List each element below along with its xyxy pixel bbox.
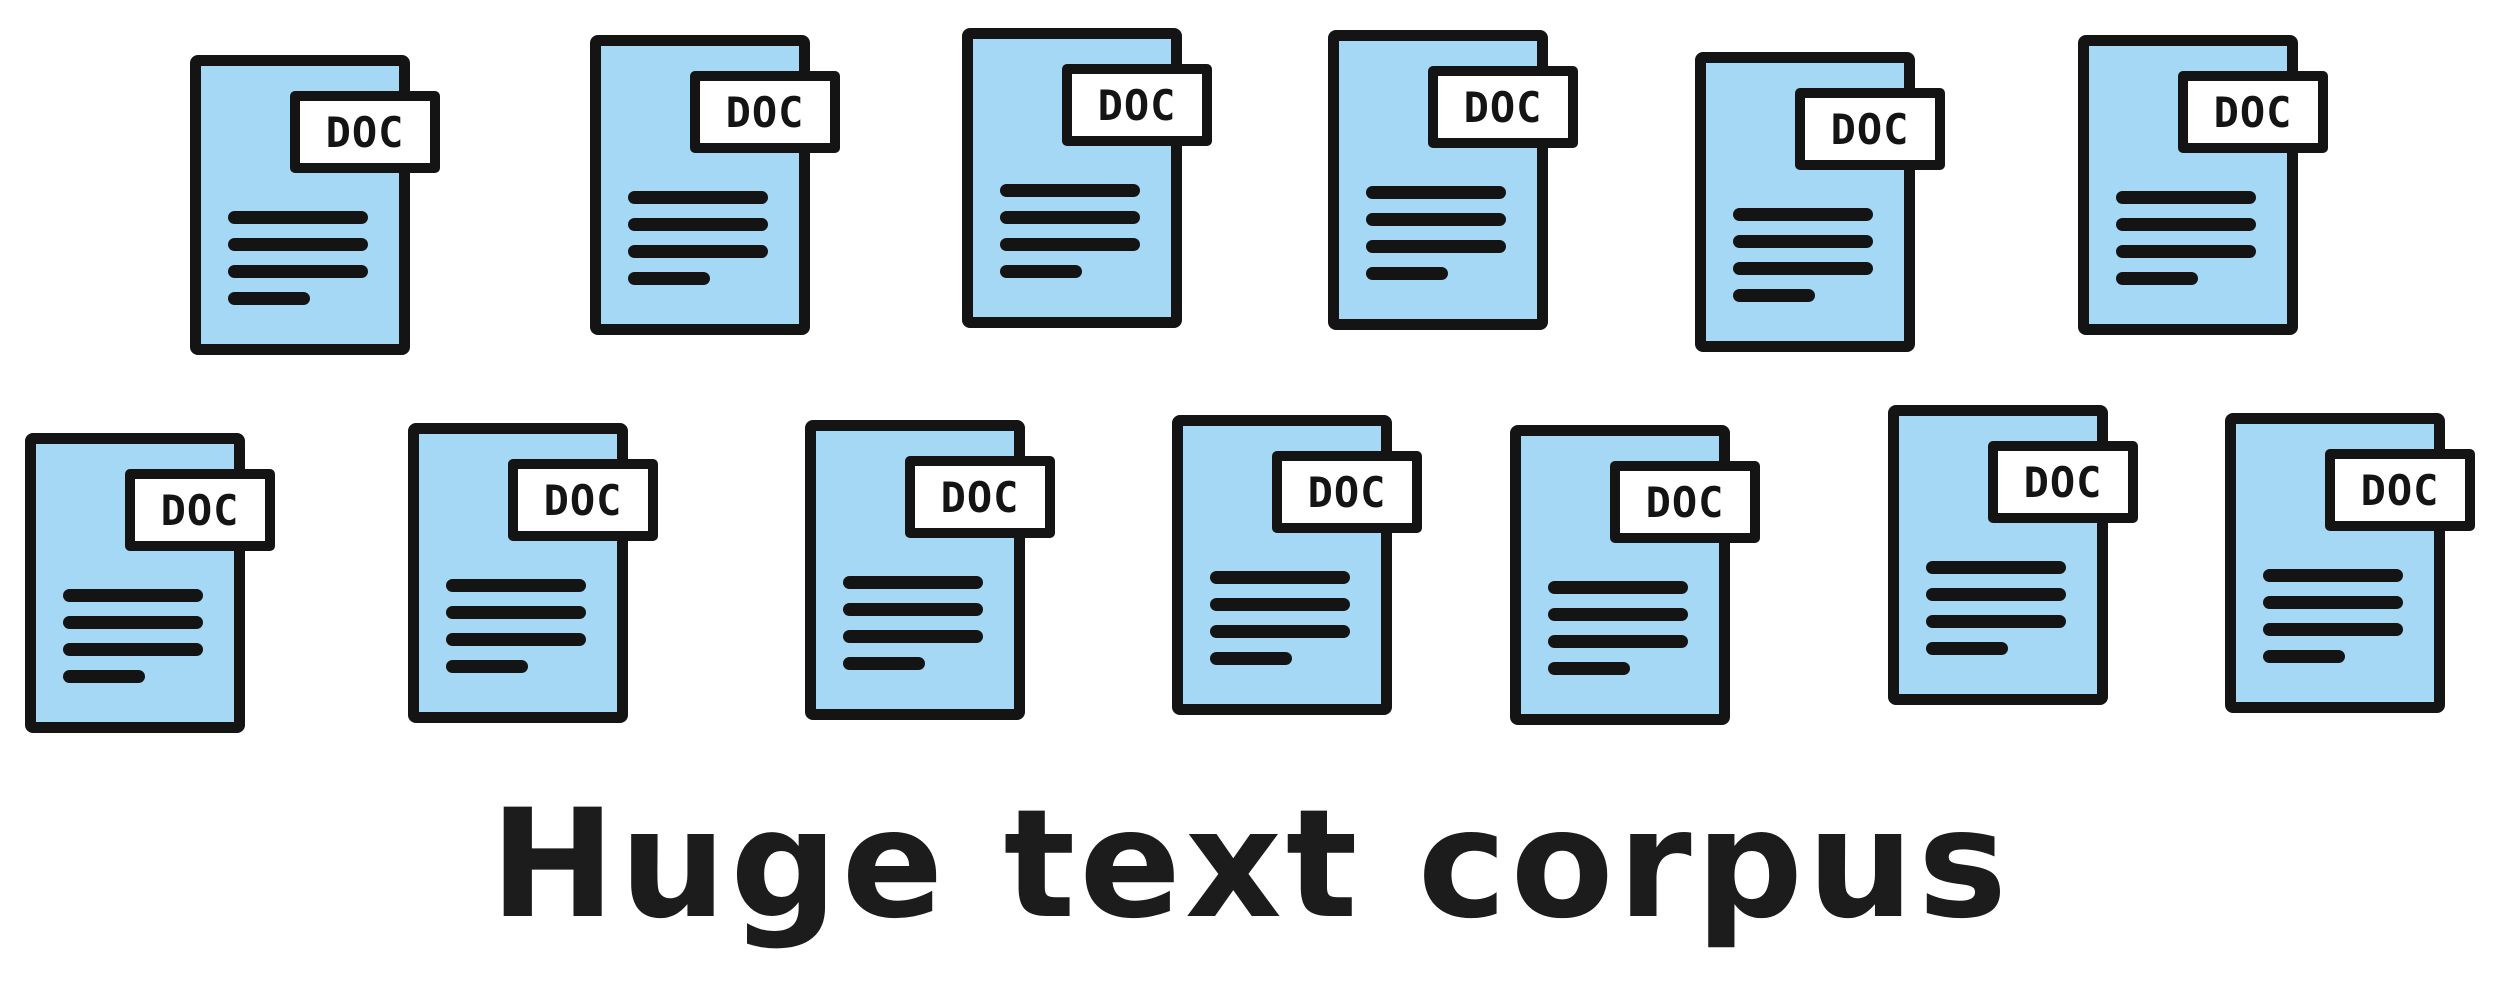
document-icon: DOC [805,420,1055,730]
text-line [1548,662,1630,675]
text-line [1733,235,1873,248]
doc-label: DOC [290,91,440,173]
text-line [228,265,368,278]
text-line [2116,245,2256,258]
text-line [1210,571,1350,584]
text-line [1548,581,1688,594]
doc-label: DOC [1795,88,1945,170]
document-icon: DOC [1328,30,1578,340]
text-line [446,660,528,673]
text-line [628,218,768,231]
text-line [628,245,768,258]
document-icon: DOC [408,423,658,733]
doc-label: DOC [508,459,658,541]
text-line [628,272,710,285]
text-line [228,238,368,251]
text-line [2116,272,2198,285]
text-line [1366,240,1506,253]
text-line [2263,569,2403,582]
document-sheet [1888,405,2108,705]
document-icon: DOC [2225,413,2475,723]
text-line [2263,623,2403,636]
document-icon: DOC [590,35,840,345]
text-line [63,643,203,656]
text-line [1210,598,1350,611]
text-line [446,633,586,646]
text-line [2263,650,2345,663]
text-line [1366,267,1448,280]
text-line [228,211,368,224]
document-icon: DOC [25,433,275,743]
text-line [1366,213,1506,226]
doc-label: DOC [1272,451,1422,533]
text-line [2263,596,2403,609]
doc-label: DOC [1062,64,1212,146]
document-icon: DOC [190,55,440,365]
text-line [1926,561,2066,574]
doc-label: DOC [1610,461,1760,543]
document-icon: DOC [1172,415,1422,725]
document-icon: DOC [1510,425,1760,735]
text-line [843,576,983,589]
document-icon: DOC [962,28,1212,338]
text-line [63,589,203,602]
text-line [1210,652,1292,665]
text-line [843,657,925,670]
doc-label: DOC [125,469,275,551]
text-line [2116,191,2256,204]
text-line [1000,211,1140,224]
doc-label: DOC [2178,71,2328,153]
doc-label: DOC [2325,449,2475,531]
text-line [63,670,145,683]
text-line [1733,262,1873,275]
text-line [843,603,983,616]
text-line [1548,608,1688,621]
text-line [1926,642,2008,655]
text-line [1000,184,1140,197]
text-line [446,606,586,619]
document-icon: DOC [1695,52,1945,362]
text-line [63,616,203,629]
doc-label: DOC [905,456,1055,538]
text-line [1366,186,1506,199]
text-line [628,191,768,204]
doc-label: DOC [1988,441,2138,523]
text-line [1926,588,2066,601]
text-line [2116,218,2256,231]
text-line [1733,208,1873,221]
document-icon: DOC [1888,405,2138,715]
text-line [1733,289,1815,302]
text-line [843,630,983,643]
text-line [1926,615,2066,628]
caption: Huge text corpus [489,778,2012,952]
text-line [228,292,310,305]
text-line [1000,238,1140,251]
text-line [1000,265,1082,278]
doc-label: DOC [1428,66,1578,148]
document-icon: DOC [2078,35,2328,345]
text-line [1548,635,1688,648]
text-line [1210,625,1350,638]
text-line [446,579,586,592]
doc-label: DOC [690,71,840,153]
